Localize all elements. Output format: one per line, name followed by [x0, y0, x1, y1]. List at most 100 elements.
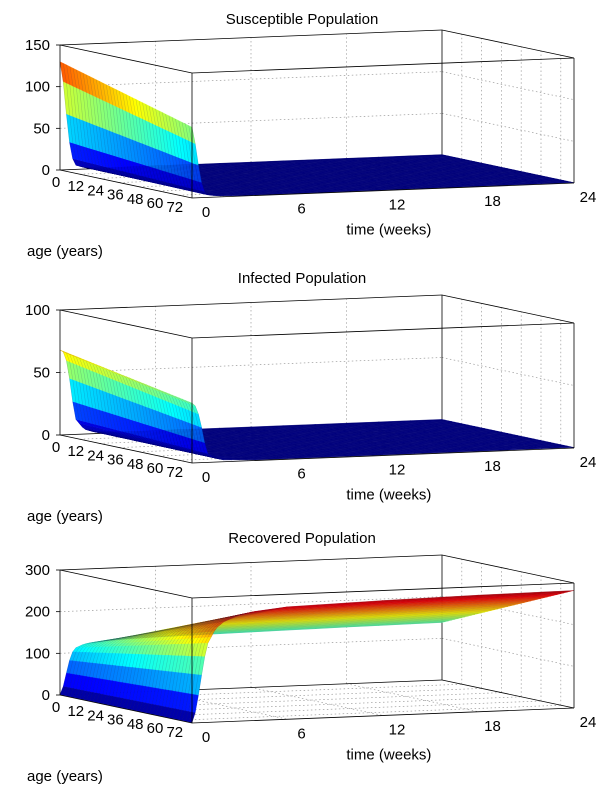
surface-mesh-line	[125, 94, 509, 183]
time-tick-label: 18	[484, 718, 501, 735]
age-axis-label: age (years)	[27, 768, 103, 785]
box-edge	[191, 57, 575, 74]
box-edge	[59, 554, 443, 571]
grid-line	[441, 357, 575, 386]
time-tick-label: 6	[297, 465, 305, 482]
time-tick-label: 6	[297, 725, 305, 742]
age-tick-label: 48	[127, 456, 144, 473]
grid-line	[346, 683, 479, 713]
surface-mesh-line	[69, 66, 452, 171]
chart-title: Recovered Population	[228, 530, 376, 547]
age-tick-label: 48	[127, 191, 144, 208]
box-edge	[191, 322, 575, 339]
age-tick-label: 36	[107, 452, 124, 469]
chart-title: Infected Population	[238, 270, 366, 287]
surface-mesh-line	[188, 125, 571, 196]
age-axis-label: age (years)	[27, 508, 103, 525]
time-tick-label: 12	[389, 197, 406, 214]
age-tick-label: 36	[107, 187, 124, 204]
age-tick-label: 12	[67, 703, 84, 720]
time-tick-label: 12	[389, 462, 406, 479]
surface	[59, 349, 575, 461]
z-tick-label: 100	[25, 645, 50, 662]
surface-mesh-line	[99, 81, 482, 177]
age-tick-label: 24	[87, 707, 104, 724]
surface	[59, 590, 575, 723]
surface-mesh-line	[86, 74, 469, 174]
age-tick-label: 72	[166, 464, 183, 481]
age-tick-label: 0	[52, 699, 60, 716]
time-tick-label: 24	[580, 189, 597, 206]
surface-mesh-line	[135, 99, 518, 185]
surface-mesh-line	[63, 63, 446, 169]
z-tick-label: 50	[33, 120, 50, 137]
surface-mesh-line	[112, 87, 495, 180]
surface-mesh-line	[106, 84, 489, 178]
time-tick-label: 18	[484, 458, 501, 475]
surface-mesh-line	[102, 82, 485, 178]
surface-mesh-line	[129, 96, 512, 183]
z-tick-label: 300	[25, 562, 50, 579]
surface-mesh-line	[155, 109, 538, 189]
time-tick-label: 6	[297, 200, 305, 217]
surface-mesh-line	[115, 89, 499, 180]
surface-mesh-line	[89, 76, 472, 175]
box-edge	[59, 309, 193, 339]
time-tick-label: 0	[202, 729, 210, 746]
box-edge	[59, 169, 193, 199]
surface-mesh-line	[145, 104, 528, 187]
box-edge	[59, 29, 443, 46]
surface-mesh-line	[79, 71, 462, 173]
z-tick-label: 150	[25, 37, 50, 54]
surface-mesh-line	[82, 73, 466, 173]
surface-mesh-line	[76, 69, 459, 172]
box-edge	[59, 569, 193, 599]
grid-line	[441, 71, 575, 101]
time-tick-label: 24	[580, 454, 597, 471]
surface-mesh-line	[139, 100, 522, 185]
age-tick-label: 0	[52, 439, 60, 456]
time-tick-label: 0	[202, 204, 210, 221]
age-tick-label: 24	[87, 447, 104, 464]
age-tick-label: 0	[52, 174, 60, 191]
age-axis-label: age (years)	[27, 243, 103, 260]
surface-mesh-line	[122, 92, 505, 182]
age-tick-label: 24	[87, 182, 104, 199]
time-tick-label: 18	[484, 193, 501, 210]
surface-mesh-line	[152, 107, 535, 188]
surface-mesh-line	[148, 105, 532, 187]
surface-mesh-line	[132, 97, 515, 184]
surface-mesh-line	[181, 122, 565, 194]
surface-mesh-line	[185, 123, 568, 195]
box-edge	[441, 29, 575, 59]
age-tick-label: 12	[67, 443, 84, 460]
z-tick-label: 0	[42, 687, 50, 704]
box-edge	[441, 679, 575, 709]
grid-line	[441, 112, 575, 142]
surface-mesh-line	[73, 68, 456, 171]
time-tick-label: 0	[202, 469, 210, 486]
z-tick-label: 50	[33, 365, 50, 382]
age-tick-label: 60	[147, 720, 164, 737]
time-axis-label: time (weeks)	[346, 746, 431, 763]
age-tick-label: 36	[107, 712, 124, 729]
grid-line	[441, 637, 575, 667]
box-edge	[59, 44, 193, 74]
surface-mesh-line	[178, 120, 561, 194]
age-tick-label: 48	[127, 716, 144, 733]
surface-mesh-line	[96, 79, 479, 176]
surface-mesh-line	[158, 110, 542, 190]
age-tick-label: 60	[147, 460, 164, 477]
surface	[59, 61, 575, 197]
box-edge	[59, 294, 443, 311]
surface-mesh-line	[109, 86, 492, 179]
surface-mesh-line	[175, 118, 558, 193]
time-axis-label: time (weeks)	[346, 221, 431, 238]
surface-mesh-line	[92, 77, 476, 176]
age-tick-label: 72	[166, 724, 183, 741]
z-tick-label: 100	[25, 302, 50, 319]
